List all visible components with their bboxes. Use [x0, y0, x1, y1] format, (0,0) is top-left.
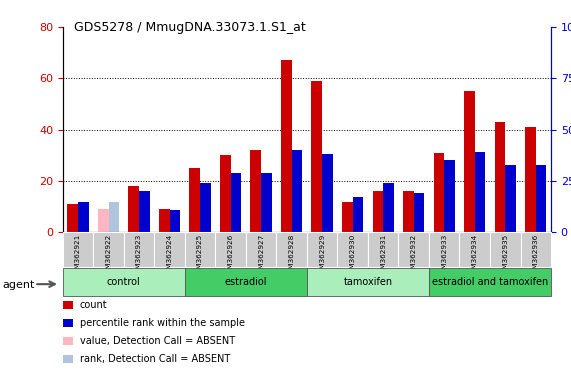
Bar	[67, 204, 78, 232]
Bar	[433, 153, 444, 232]
Bar	[215, 232, 246, 267]
Text: value, Detection Call = ABSENT: value, Detection Call = ABSENT	[80, 336, 235, 346]
Bar	[464, 91, 475, 232]
Bar	[261, 173, 272, 232]
Bar	[63, 337, 73, 345]
Bar	[372, 191, 383, 232]
Text: tamoxifen: tamoxifen	[343, 277, 392, 287]
Bar	[190, 168, 200, 232]
Text: GSM362935: GSM362935	[502, 234, 508, 278]
Text: rank, Detection Call = ABSENT: rank, Detection Call = ABSENT	[80, 354, 230, 364]
Text: GSM362932: GSM362932	[411, 234, 417, 278]
Bar	[292, 150, 302, 232]
Bar	[246, 232, 276, 267]
Bar	[220, 155, 231, 232]
Text: count: count	[80, 300, 107, 310]
Bar	[93, 232, 124, 267]
Text: GSM362922: GSM362922	[106, 234, 111, 278]
Bar	[185, 232, 215, 267]
Bar	[414, 193, 424, 232]
Bar	[505, 164, 516, 232]
Bar	[124, 232, 154, 267]
Text: GSM362928: GSM362928	[289, 234, 295, 278]
Bar	[353, 197, 363, 232]
Text: GSM362933: GSM362933	[441, 234, 447, 278]
Text: control: control	[107, 277, 140, 287]
Bar	[251, 150, 261, 232]
Bar	[154, 232, 185, 267]
Bar	[307, 232, 337, 267]
Text: agent: agent	[3, 280, 35, 290]
Bar	[525, 127, 536, 232]
Text: GSM362925: GSM362925	[197, 234, 203, 278]
Bar	[78, 202, 89, 232]
Bar	[281, 60, 292, 232]
Bar	[399, 232, 429, 267]
Text: GSM362930: GSM362930	[349, 234, 356, 278]
Text: GSM362931: GSM362931	[380, 234, 386, 278]
Bar	[460, 232, 490, 267]
Text: percentile rank within the sample: percentile rank within the sample	[80, 318, 245, 328]
Bar	[475, 152, 485, 232]
Bar	[312, 81, 322, 232]
Bar	[63, 319, 73, 327]
Bar	[170, 210, 180, 232]
Text: estradiol: estradiol	[224, 277, 267, 287]
Text: GSM362926: GSM362926	[228, 234, 234, 278]
Bar	[139, 191, 150, 232]
Bar	[368, 232, 399, 267]
Bar	[536, 164, 546, 232]
Bar	[185, 268, 307, 296]
Text: GSM362934: GSM362934	[472, 234, 478, 278]
Bar	[307, 268, 429, 296]
Bar	[444, 161, 455, 232]
Text: GSM362921: GSM362921	[75, 234, 81, 278]
Bar	[231, 173, 242, 232]
Bar	[63, 301, 73, 309]
Bar	[159, 209, 170, 232]
Bar	[276, 232, 307, 267]
Bar	[200, 183, 211, 232]
Bar	[63, 232, 93, 267]
Bar	[429, 232, 460, 267]
Bar	[494, 122, 505, 232]
Bar	[63, 355, 73, 363]
Bar	[108, 202, 119, 232]
Text: estradiol and tamoxifen: estradiol and tamoxifen	[432, 277, 548, 287]
Bar	[342, 202, 353, 232]
Bar	[383, 183, 394, 232]
Text: GSM362929: GSM362929	[319, 234, 325, 278]
Bar	[63, 268, 185, 296]
Text: GDS5278 / MmugDNA.33073.1.S1_at: GDS5278 / MmugDNA.33073.1.S1_at	[74, 21, 306, 34]
Bar	[521, 232, 551, 267]
Bar	[490, 232, 521, 267]
Bar	[403, 191, 414, 232]
Text: GSM362936: GSM362936	[533, 234, 539, 278]
Bar	[322, 154, 333, 232]
Text: GSM362924: GSM362924	[167, 234, 172, 278]
Bar	[337, 232, 368, 267]
Bar	[429, 268, 551, 296]
Text: GSM362927: GSM362927	[258, 234, 264, 278]
Bar	[98, 209, 108, 232]
Text: GSM362923: GSM362923	[136, 234, 142, 278]
Bar	[128, 186, 139, 232]
